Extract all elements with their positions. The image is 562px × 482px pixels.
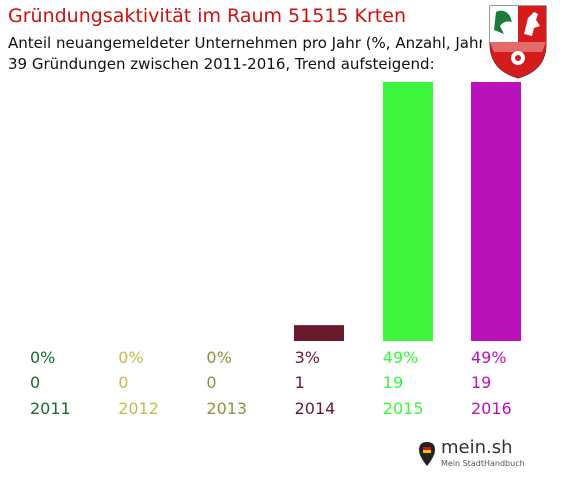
coat-of-arms-icon (482, 0, 554, 80)
year-label-2013: 2013 (206, 399, 247, 418)
brand-tagline: Mein StadtHandbuch (441, 459, 525, 468)
brand-logo-text[interactable]: mein.sh (441, 437, 513, 458)
bar-2016 (471, 82, 521, 341)
count-label-2012: 0 (118, 373, 128, 392)
chart-summary: 39 Gründungen zwischen 2011-2016, Trend … (8, 55, 435, 73)
year-label-2012: 2012 (118, 399, 159, 418)
bar-2015 (383, 82, 433, 341)
percent-label-2011: 0% (30, 348, 55, 367)
count-label-2011: 0 (30, 373, 40, 392)
year-label-2011: 2011 (30, 399, 71, 418)
percent-label-2014: 3% (295, 348, 320, 367)
chart-title: Gründungsaktivität im Raum 51515 Krten (8, 5, 406, 27)
bar-2014 (294, 325, 344, 341)
count-label-2013: 0 (206, 373, 216, 392)
count-label-2016: 19 (471, 373, 491, 392)
percent-label-2013: 0% (206, 348, 231, 367)
year-label-2016: 2016 (471, 399, 512, 418)
year-label-2015: 2015 (383, 399, 424, 418)
percent-label-2016: 49% (471, 348, 507, 367)
percent-label-2015: 49% (383, 348, 419, 367)
map-pin-icon (419, 442, 435, 466)
chart-subtitle: Anteil neuangemeldeter Unternehmen pro J… (8, 34, 491, 52)
year-label-2014: 2014 (295, 399, 336, 418)
percent-label-2012: 0% (118, 348, 143, 367)
count-label-2014: 1 (295, 373, 305, 392)
count-label-2015: 19 (383, 373, 403, 392)
